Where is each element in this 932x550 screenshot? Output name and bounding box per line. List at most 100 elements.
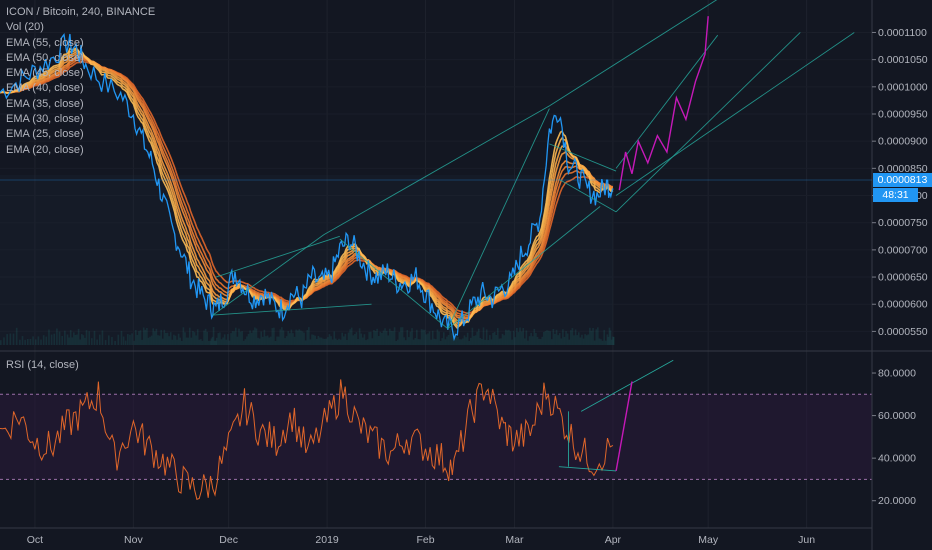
volume-bar	[144, 329, 147, 345]
volume-bar	[342, 336, 345, 345]
rsi-band	[0, 393, 872, 480]
volume-bar	[203, 330, 205, 345]
volume-bar	[131, 333, 133, 345]
volume-bar	[360, 333, 363, 345]
volume-bar	[330, 336, 332, 345]
volume-bar	[362, 337, 364, 345]
volume-bar	[438, 331, 440, 345]
volume-bar	[69, 330, 72, 345]
rsi-legend[interactable]: RSI (14, close)	[6, 359, 79, 371]
price-tick-label: 0.0001100	[878, 27, 927, 39]
volume-bar	[530, 332, 532, 345]
volume-bar	[225, 339, 228, 345]
volume-bar	[558, 333, 561, 345]
rsi-projection	[615, 381, 633, 472]
volume-bar	[376, 328, 378, 345]
rsi-series	[0, 379, 614, 500]
volume-bar	[462, 338, 464, 345]
volume-bar	[274, 340, 277, 345]
volume-bar	[385, 330, 388, 345]
volume-bar	[482, 327, 485, 345]
volume-bar	[231, 331, 234, 345]
volume-bar	[401, 327, 404, 345]
volume-bar	[168, 336, 170, 345]
volume-bar	[141, 339, 143, 345]
volume-bar	[15, 327, 18, 345]
rsi-line	[0, 359, 674, 500]
volume-bar	[293, 336, 296, 345]
volume-bar	[552, 329, 555, 345]
volume-bar	[120, 330, 123, 345]
volume-bar	[193, 332, 196, 345]
volume-bar	[595, 329, 598, 345]
volume-bar	[185, 337, 188, 345]
volume-bar	[176, 339, 178, 345]
trendline-11	[615, 34, 719, 169]
volume-bar	[430, 339, 432, 345]
price-tick-label: 0.0001050	[878, 54, 928, 66]
volume-bar	[169, 332, 172, 345]
volume-bar	[61, 335, 63, 345]
volume-bar	[496, 328, 499, 345]
volume-bar	[601, 340, 604, 345]
volume-bar	[265, 336, 267, 345]
volume-bar	[96, 339, 98, 345]
volume-bar	[161, 338, 164, 345]
volume-bar	[255, 328, 258, 345]
volume-bar	[358, 328, 361, 345]
volume-bar	[129, 334, 131, 345]
x-tick-apr: Apr	[605, 534, 622, 546]
volume-bar	[555, 329, 558, 345]
volume-bar	[485, 329, 488, 345]
volume-bar	[139, 330, 142, 345]
volume-bar	[520, 331, 523, 345]
price-line	[0, 32, 614, 342]
volume-bar	[531, 336, 534, 345]
volume-bar	[590, 330, 593, 345]
ema-line-1	[0, 58, 613, 317]
volume-bar	[422, 329, 424, 345]
volume-bar	[244, 339, 247, 345]
volume-bar	[423, 329, 426, 345]
volume-bar	[227, 334, 229, 345]
rsi-band-fill	[0, 394, 872, 480]
volume-bar	[450, 333, 453, 345]
volume-bar	[21, 336, 24, 345]
volume-bar	[603, 329, 605, 345]
volume-bar	[577, 332, 580, 345]
volume-bar	[604, 340, 607, 345]
volume-bar	[501, 333, 504, 345]
volume-bar	[114, 340, 116, 345]
volume-bar	[290, 329, 293, 345]
rsi-y-ticks: 20.0000 40.0000 60.0000 80.0000	[872, 368, 916, 507]
volume-bar	[427, 333, 429, 345]
volume-bar	[314, 335, 316, 345]
volume-bar	[210, 338, 213, 345]
volume-bar	[179, 337, 182, 345]
volume-bar	[446, 336, 448, 345]
volume-bar	[154, 331, 156, 345]
x-tick-dec: Dec	[219, 534, 238, 546]
volume-bar	[195, 335, 197, 345]
volume-bar	[387, 335, 390, 345]
volume-bar	[107, 335, 110, 345]
volume-bar	[557, 335, 559, 345]
volume-bar	[489, 335, 491, 345]
volume-bar	[84, 337, 86, 345]
volume-bar	[222, 337, 224, 345]
trendline-4	[549, 0, 718, 107]
volume-bar	[573, 335, 575, 345]
volume-bar	[416, 329, 418, 345]
volume-bar	[396, 339, 399, 345]
volume-bar	[377, 336, 380, 345]
volume-bar	[206, 331, 209, 345]
volume-bar	[514, 337, 517, 345]
volume-bar	[66, 334, 69, 345]
volume-bar	[608, 327, 611, 345]
volume-bar	[412, 339, 415, 345]
volume-bar	[523, 338, 526, 345]
volume-bar	[519, 327, 521, 345]
volume-bar	[587, 334, 590, 345]
volume-bar	[320, 337, 323, 345]
